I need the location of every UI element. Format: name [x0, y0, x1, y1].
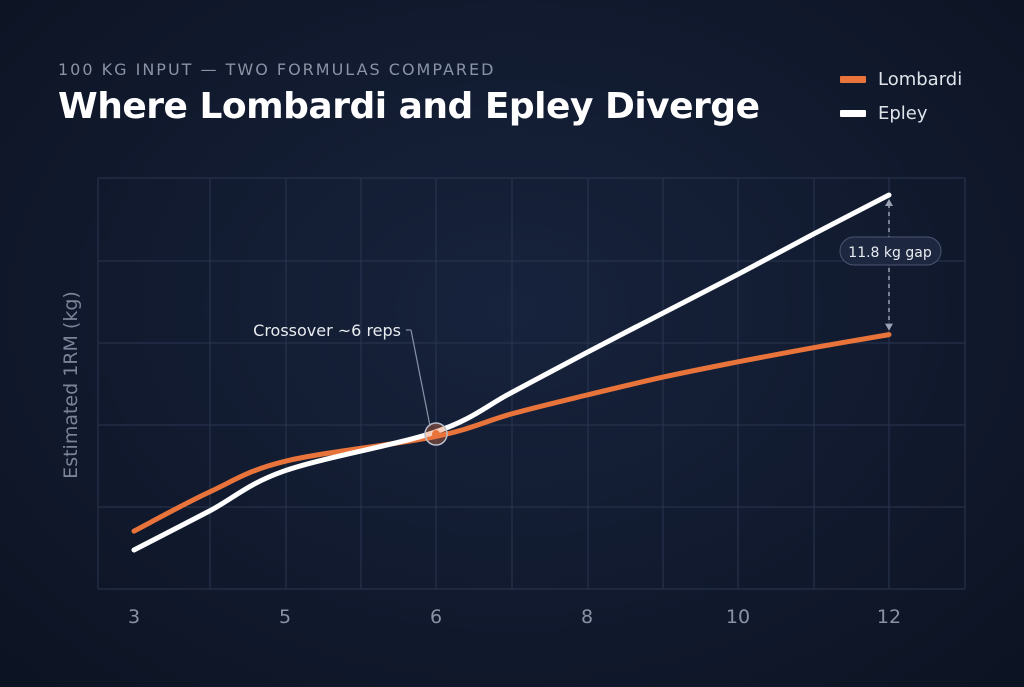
x-tick-label: 12 [877, 606, 901, 628]
chart-subtitle: 100 KG INPUT — TWO FORMULAS COMPARED [58, 60, 496, 79]
x-tick-label: 8 [581, 606, 593, 628]
gap-label-pill [839, 236, 942, 266]
crossover-label: Crossover ~6 reps [253, 321, 401, 340]
crossover-dot [432, 430, 440, 439]
x-tick-label: 10 [726, 606, 750, 628]
series-lines [131, 192, 892, 553]
legend-item-lombardi: Lombardi [840, 62, 962, 96]
grid [97, 177, 966, 590]
series-line-epley [131, 192, 892, 553]
legend-label-lombardi: Lombardi [878, 68, 963, 90]
gap-arrow-up [885, 199, 893, 206]
crossover-leader [410, 329, 431, 427]
chart-title: Where Lombardi and Epley Diverge [58, 86, 760, 127]
legend-swatch-epley [840, 109, 866, 117]
legend-label-epley: Epley [878, 102, 928, 124]
x-tick-label: 3 [128, 606, 140, 628]
y-axis-label: Estimated 1RM (kg) [60, 291, 82, 479]
gap-arrow-down [885, 323, 893, 331]
legend-item-epley: Epley [840, 96, 962, 130]
x-tick-label: 5 [279, 606, 291, 628]
annotations: Crossover ~6 reps 11.8 kg gap [253, 199, 942, 446]
legend: Lombardi Epley [840, 62, 962, 130]
gap-label: 11.8 kg gap [848, 245, 932, 261]
series-line-lombardi [131, 332, 892, 534]
legend-swatch-lombardi [840, 75, 866, 83]
axes: 3 5 6 8 10 12 Estimated 1RM (kg) [60, 291, 901, 628]
x-tick-label: 6 [430, 606, 442, 628]
